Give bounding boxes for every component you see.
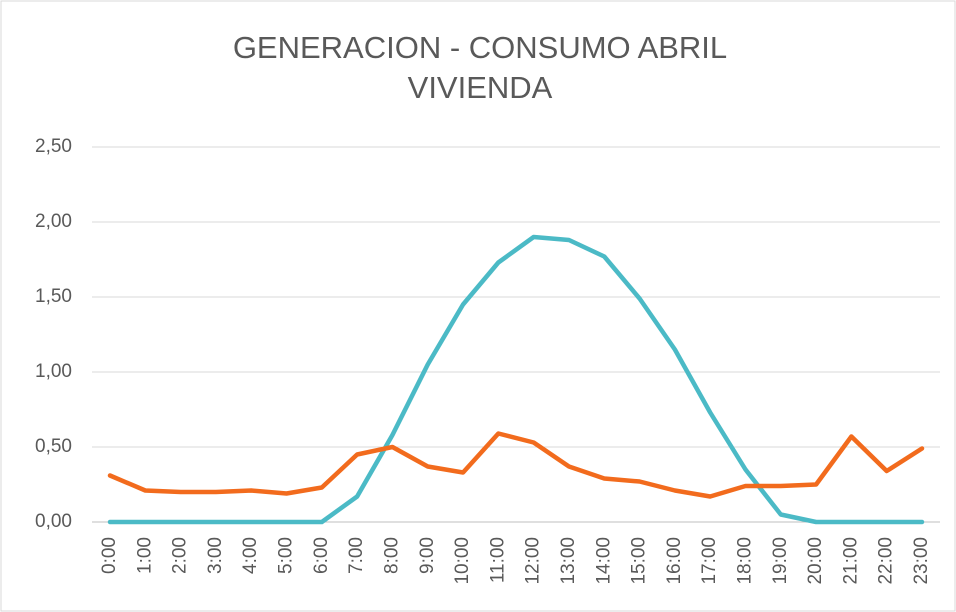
x-tick-label: 21:00: [840, 537, 861, 585]
x-tick-label: 4:00: [240, 537, 261, 574]
x-tick-label: 17:00: [699, 537, 720, 585]
x-tick-label: 7:00: [346, 537, 367, 574]
series-line: [107, 234, 925, 525]
x-tick-label: 18:00: [734, 537, 755, 585]
x-tick-label: 3:00: [205, 537, 226, 574]
x-tick-label: 13:00: [558, 537, 579, 585]
x-tick-label: 10:00: [452, 537, 473, 585]
x-tick-label: 14:00: [593, 537, 614, 585]
x-tick-label: 23:00: [911, 537, 932, 585]
x-tick-label: 11:00: [487, 537, 508, 583]
x-tick-label: 0:00: [99, 537, 120, 574]
x-tick-label: 19:00: [770, 537, 791, 585]
y-tick-label: 1,00: [35, 361, 72, 382]
series-line: [107, 431, 925, 499]
x-tick-label: 12:00: [523, 537, 544, 585]
x-tick-label: 5:00: [276, 537, 297, 574]
y-tick-label: 0,50: [35, 436, 72, 457]
x-tick-label: 16:00: [664, 537, 685, 585]
y-tick-label: 2,50: [35, 136, 72, 157]
y-tick-label: 2,00: [35, 211, 72, 232]
x-tick-label: 20:00: [805, 537, 826, 585]
x-tick-label: 2:00: [170, 537, 191, 574]
x-tick-label: 22:00: [876, 537, 897, 585]
x-tick-label: 1:00: [134, 537, 155, 574]
x-tick-label: 15:00: [629, 537, 650, 585]
y-tick-label: 0,00: [35, 511, 72, 532]
chart-title: GENERACION - CONSUMO ABRIL VIVIENDA: [232, 30, 728, 105]
x-tick-label: 8:00: [381, 537, 402, 574]
x-tick-label: 9:00: [417, 537, 438, 574]
x-tick-label: 6:00: [311, 537, 332, 574]
y-tick-label: 1,50: [35, 286, 72, 307]
